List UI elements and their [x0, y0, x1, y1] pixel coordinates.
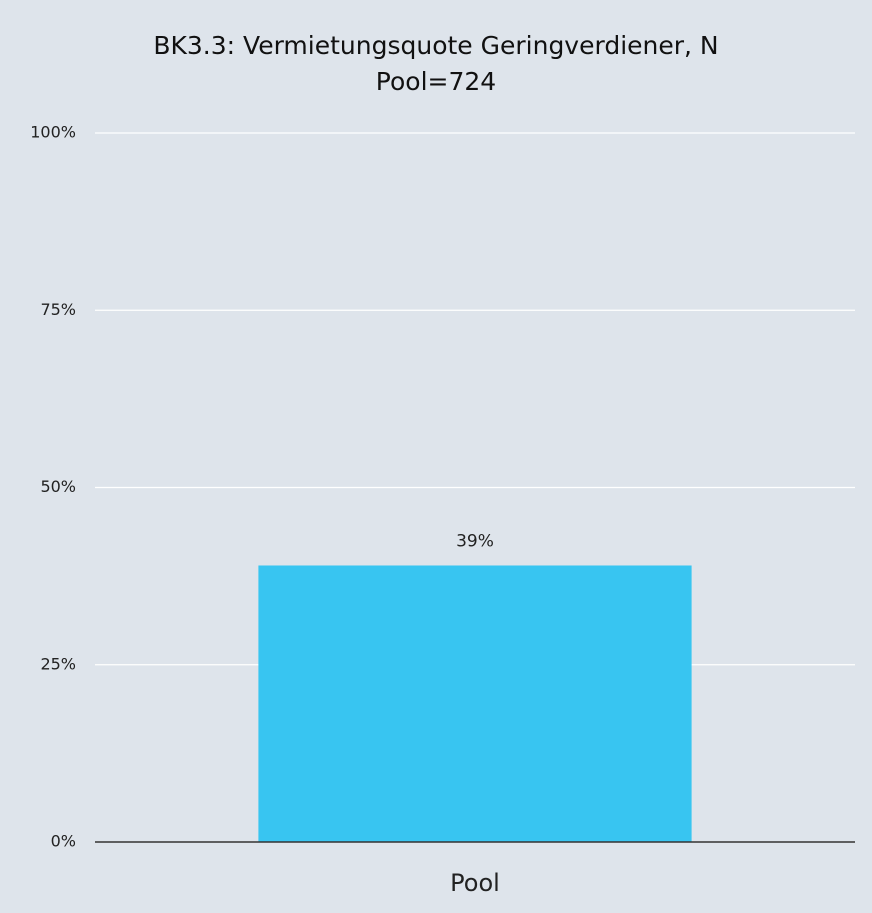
- y-tick-label: 100%: [30, 123, 76, 142]
- y-tick-label: 50%: [40, 477, 76, 496]
- y-tick-label: 75%: [40, 300, 76, 319]
- data-label: 39%: [456, 531, 494, 551]
- chart-title: BK3.3: Vermietungsquote Geringverdiener,…: [153, 31, 719, 96]
- y-tick-label: 0%: [51, 832, 76, 851]
- x-tick-label: Pool: [450, 869, 500, 897]
- y-tick-label: 25%: [40, 654, 76, 673]
- bar: [258, 565, 692, 842]
